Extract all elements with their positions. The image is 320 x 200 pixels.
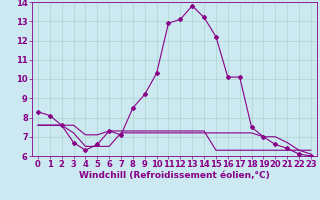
X-axis label: Windchill (Refroidissement éolien,°C): Windchill (Refroidissement éolien,°C) — [79, 171, 270, 180]
